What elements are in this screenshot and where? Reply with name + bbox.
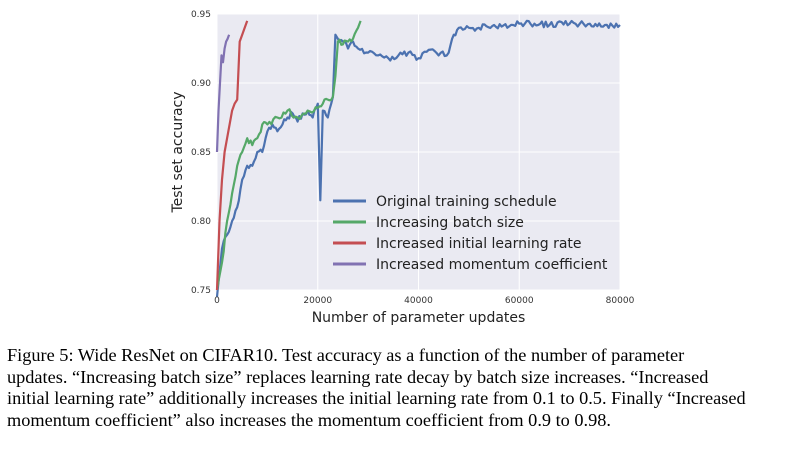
y-tick-label: 0.90	[191, 79, 211, 89]
series-line-4	[215, 34, 231, 153]
y-tick-label: 0.75	[191, 286, 211, 296]
x-tick-label: 60000	[505, 296, 534, 306]
legend-label-1: Original training schedule	[376, 194, 557, 210]
caption-line: updates. “Increasing batch size” replace…	[7, 366, 709, 387]
x-tick-label: 80000	[606, 296, 635, 306]
line-chart: 0 20000 40000 60000 80000 0.75 0.80 0.85 0.90 0.9…	[170, 10, 635, 326]
y-tick-label: 0.95	[191, 10, 211, 20]
caption-line: Figure 5: Wide ResNet on CIFAR10. Test a…	[7, 345, 685, 365]
series-line-2	[215, 20, 362, 291]
legend-label-2: Increasing batch size	[376, 215, 524, 231]
figure-caption: Figure 5: Wide ResNet on CIFAR10. Test a…	[7, 345, 801, 431]
series-line-1	[215, 19, 621, 298]
y-tick-label: 0.85	[191, 148, 211, 158]
caption-line: momentum coefficient” also increases the…	[7, 409, 611, 430]
x-tick-label: 0	[214, 296, 220, 306]
x-axis-label: Number of parameter updates	[312, 310, 526, 326]
legend-label-4: Increased momentum coefficient	[376, 257, 608, 273]
x-tick-label: 40000	[404, 296, 433, 306]
series-line-3	[215, 20, 249, 291]
caption-line: initial learning rate” additionally incr…	[7, 388, 746, 409]
legend-label-3: Increased initial learning rate	[376, 236, 582, 252]
x-tick-label: 20000	[303, 296, 332, 306]
figure: 0 20000 40000 60000 80000 0.75 0.80 0.85 0.90 0.9…	[170, 10, 635, 326]
y-axis-label: Test set accuracy	[170, 91, 186, 213]
y-tick-label: 0.80	[191, 217, 211, 227]
